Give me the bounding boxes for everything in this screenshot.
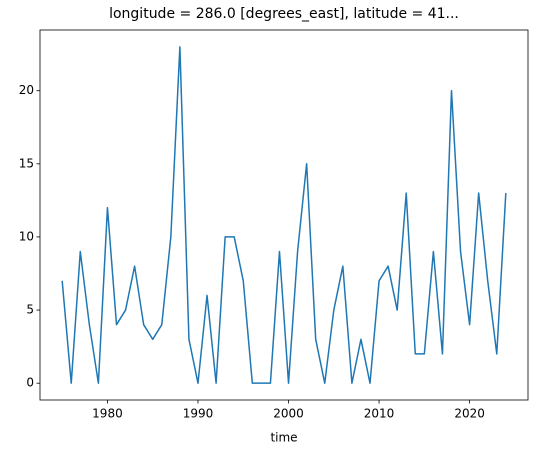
x-tick-label: 2000 — [273, 407, 304, 421]
data-line — [61, 46, 507, 384]
x-axis-label: time — [270, 431, 297, 445]
x-tick-label: 1980 — [92, 407, 123, 421]
y-tick-label: 10 — [19, 229, 34, 243]
chart-title: longitude = 286.0 [degrees_east], latitu… — [109, 6, 459, 22]
x-tick-label: 2010 — [364, 407, 395, 421]
x-tick-label: 2020 — [454, 407, 485, 421]
y-tick-label: 5 — [26, 303, 34, 317]
y-tick-label: 0 — [26, 376, 34, 390]
plot-frame — [39, 29, 529, 401]
x-tick-label: 1990 — [183, 407, 214, 421]
y-tick-label: 20 — [19, 83, 34, 97]
y-tick-label: 15 — [19, 156, 34, 170]
